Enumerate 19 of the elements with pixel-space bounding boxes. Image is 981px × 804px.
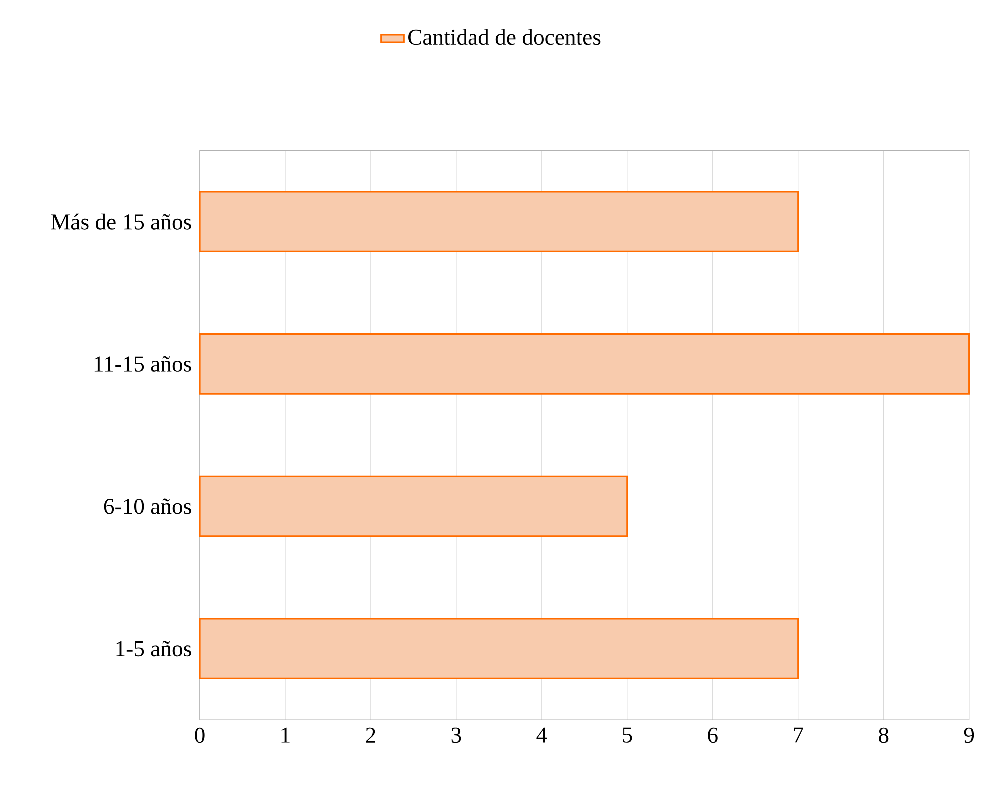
x-tick-label: 1	[282, 728, 290, 743]
x-tick-label: 6	[708, 728, 718, 744]
bar	[199, 191, 800, 253]
y-tick-label: 1-5 años	[116, 641, 192, 657]
bar	[199, 333, 970, 395]
y-tick-label: 6-10 años	[104, 498, 192, 514]
x-tick-label: 4	[536, 728, 548, 743]
bar	[199, 476, 628, 538]
x-tick-label: 9	[964, 728, 974, 744]
x-tick-label: 7	[794, 728, 804, 743]
legend-label: Cantidad de docentes	[408, 29, 601, 46]
bar	[199, 618, 800, 680]
x-tick-label: 3	[452, 728, 462, 744]
x-tick-label: 2	[366, 728, 376, 743]
x-tick-label: 5	[623, 728, 632, 743]
y-tick-label: Más de 15 años	[51, 214, 192, 230]
x-tick-label: 8	[879, 728, 889, 744]
x-tick-label: 0	[195, 728, 205, 744]
y-tick-label: 11-15 años	[94, 356, 192, 372]
